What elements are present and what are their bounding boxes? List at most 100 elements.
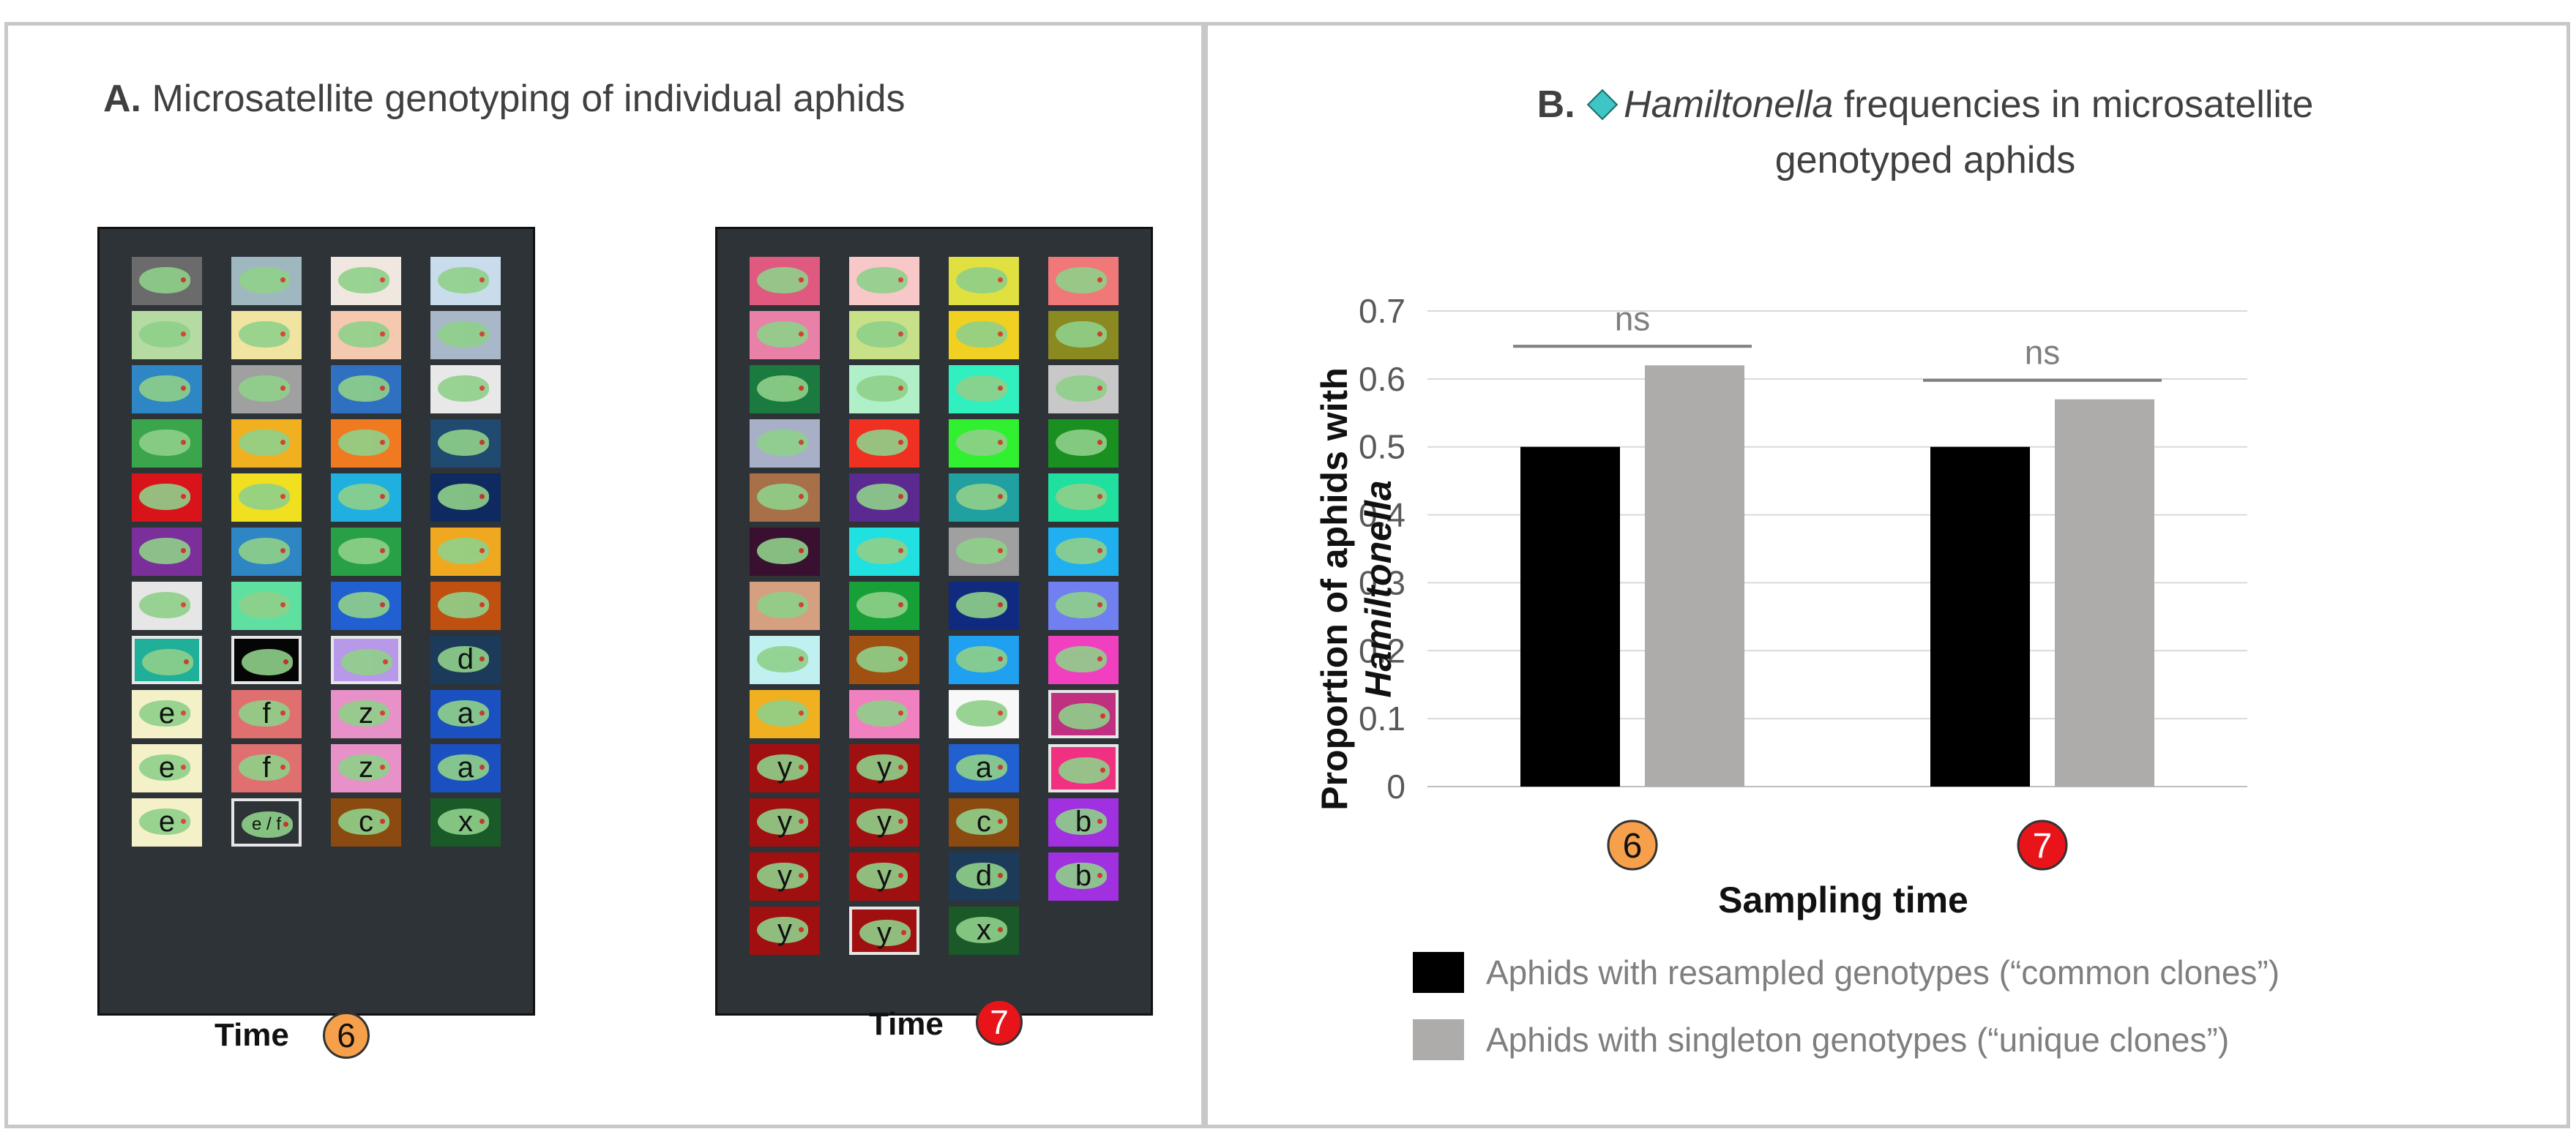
well (949, 582, 1019, 630)
aphid-icon (757, 754, 808, 781)
aphid-icon (438, 538, 489, 564)
aphid-icon (757, 430, 808, 456)
aphid-icon (856, 646, 908, 672)
genotype-letter: y (777, 914, 792, 946)
panel-b-title: B. Hamiltonella frequencies in microsate… (1340, 77, 2511, 188)
genotype-letter: f (262, 751, 271, 784)
time-7-badge: 7 (976, 999, 1023, 1046)
well (430, 582, 501, 630)
well: a (949, 744, 1019, 792)
well (231, 473, 302, 522)
panel-a-title-text: Microsatellite genotyping of individual … (152, 78, 906, 120)
aphid-icon (956, 917, 1007, 943)
significance-label: ns (2025, 334, 2061, 372)
well: e (132, 690, 202, 738)
well: c (949, 798, 1019, 847)
aphid-icon (859, 920, 911, 946)
well: x (949, 907, 1019, 955)
genotype-letter: c (359, 806, 373, 838)
well (231, 419, 302, 468)
aphid-icon (956, 809, 1007, 835)
aphid-icon (856, 809, 908, 835)
aphid-icon (438, 484, 489, 510)
aphid-icon (956, 375, 1007, 402)
genotype-letter: e (158, 751, 176, 784)
well (132, 311, 202, 359)
well (1048, 582, 1119, 630)
well: x (430, 798, 501, 847)
well (849, 582, 919, 630)
well (1048, 528, 1119, 576)
well (949, 473, 1019, 522)
aphid-icon (757, 700, 808, 727)
legend-label: Aphids with resampled genotypes (“common… (1486, 953, 2280, 991)
well (1048, 690, 1119, 738)
bars-layer (1520, 365, 2154, 787)
panel-a: A. Microsatellite genotyping of individu… (4, 22, 1205, 1128)
well (231, 582, 302, 630)
well (849, 528, 919, 576)
well: b (1048, 852, 1119, 901)
panel-b-title-letter: B. (1537, 83, 1575, 126)
well: e (132, 798, 202, 847)
bar (1645, 365, 1744, 787)
well (949, 690, 1019, 738)
well (750, 419, 820, 468)
well: y (750, 907, 820, 955)
y-tick-label: 0.6 (1359, 360, 1405, 398)
category-badge (2017, 820, 2068, 871)
well: a (430, 744, 501, 792)
category-label: 7 (2033, 827, 2053, 866)
well (231, 365, 302, 413)
aphid-icon (239, 700, 290, 727)
aphid-icon (438, 321, 489, 348)
time-6-badge: 6 (323, 1012, 370, 1059)
aphid-icon (239, 484, 290, 510)
aphid-icon (438, 809, 489, 835)
well (430, 311, 501, 359)
aphid-icon (139, 592, 190, 618)
genotype-letter: y (877, 751, 892, 784)
y-axis-label-line2: Hamiltonella (1358, 480, 1399, 697)
well: y (750, 744, 820, 792)
well: f (231, 690, 302, 738)
panel-b-title-line2: genotyped aphids (1774, 139, 2076, 181)
well (1048, 419, 1119, 468)
aphid-icon (856, 321, 908, 348)
well: z (331, 690, 401, 738)
aphid-icon (142, 649, 193, 675)
well (949, 257, 1019, 305)
aphid-icon (757, 863, 808, 889)
well (1048, 744, 1119, 792)
bar (1520, 446, 1620, 787)
well (1048, 365, 1119, 413)
aphid-icon (239, 592, 290, 618)
aphid-icon (956, 267, 1007, 293)
aphid-icon (1056, 863, 1107, 889)
well (331, 473, 401, 522)
well (849, 257, 919, 305)
aphid-icon (856, 754, 908, 781)
aphid-icon (1056, 809, 1107, 835)
aphid-icon (139, 267, 190, 293)
genotype-letter: y (877, 860, 892, 892)
well: a (430, 690, 501, 738)
well (231, 311, 302, 359)
y-tick-label: 0.2 (1359, 631, 1405, 670)
well (750, 636, 820, 684)
well (1048, 636, 1119, 684)
aphid-icon (139, 375, 190, 402)
genotype-letter: z (359, 751, 373, 784)
genotype-letter: x (458, 806, 473, 838)
well (430, 473, 501, 522)
aphid-icon (242, 649, 293, 675)
well (231, 528, 302, 576)
well (1048, 257, 1119, 305)
genotype-letter: z (359, 697, 373, 730)
well (132, 257, 202, 305)
aphid-icon (242, 811, 293, 838)
genotype-letter: y (777, 751, 792, 784)
well (331, 311, 401, 359)
genotype-letter: b (1075, 806, 1092, 838)
